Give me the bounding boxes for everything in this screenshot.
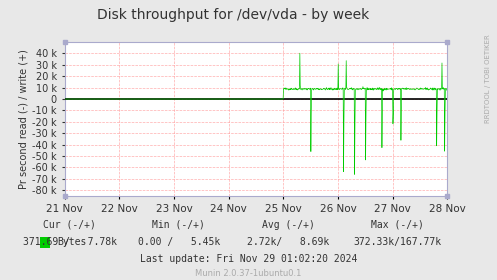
- Text: Avg (-/+): Avg (-/+): [262, 220, 315, 230]
- Text: RRDTOOL / TOBI OETIKER: RRDTOOL / TOBI OETIKER: [485, 34, 491, 123]
- Text: Cur (-/+): Cur (-/+): [43, 220, 96, 230]
- Text: Max (-/+): Max (-/+): [371, 220, 424, 230]
- Text: Min (-/+): Min (-/+): [153, 220, 205, 230]
- Text: Bytes: Bytes: [57, 237, 86, 247]
- Text: 0.00 /   5.45k: 0.00 / 5.45k: [138, 237, 220, 247]
- Y-axis label: Pr second read (-) / write (+): Pr second read (-) / write (+): [18, 49, 28, 189]
- Text: 372.33k/167.77k: 372.33k/167.77k: [353, 237, 442, 247]
- Text: 371.69 /   7.78k: 371.69 / 7.78k: [22, 237, 117, 247]
- Text: Disk throughput for /dev/vda - by week: Disk throughput for /dev/vda - by week: [97, 8, 370, 22]
- Text: Munin 2.0.37-1ubuntu0.1: Munin 2.0.37-1ubuntu0.1: [195, 269, 302, 278]
- Text: Last update: Fri Nov 29 01:02:20 2024: Last update: Fri Nov 29 01:02:20 2024: [140, 254, 357, 264]
- Text: 2.72k/   8.69k: 2.72k/ 8.69k: [247, 237, 330, 247]
